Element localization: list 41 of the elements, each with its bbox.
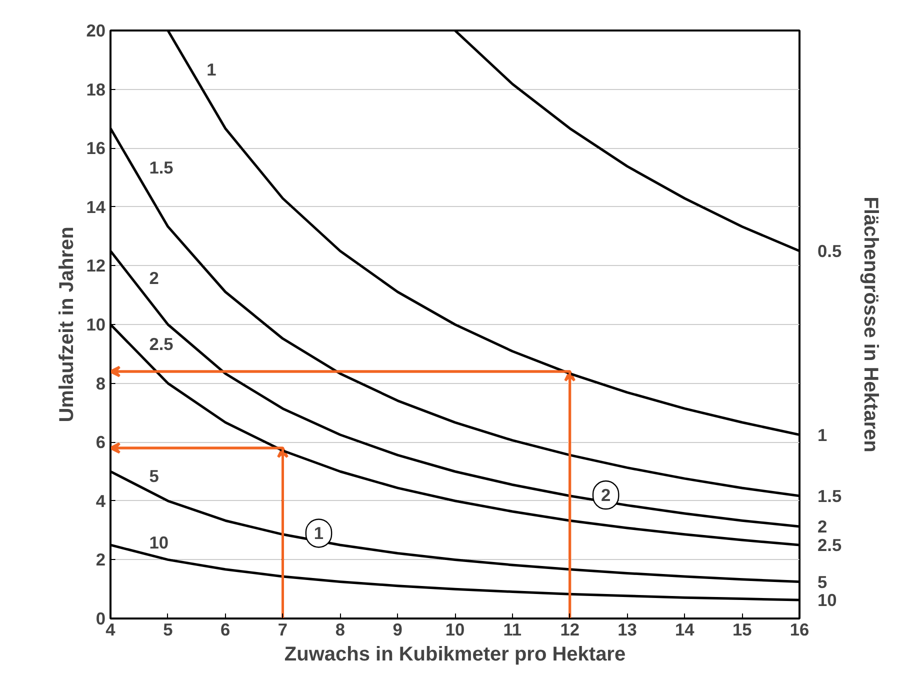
series-label: 1.5	[149, 158, 174, 178]
x-tick-label: 5	[163, 620, 174, 640]
annotation: 2	[149, 268, 159, 288]
y-tick-label: 8	[96, 373, 106, 394]
x-tick-label: 14	[675, 620, 695, 640]
y-tick-label: 10	[86, 314, 106, 334]
text: 1	[818, 424, 828, 445]
x-tick-label: 13	[618, 620, 638, 640]
x-axis-title: Zuwachs in Kubikmeter pro Hektare	[284, 644, 626, 666]
y-tick-label: 2	[96, 550, 106, 570]
x-tick-label: 12	[560, 620, 580, 640]
series-label: 10	[149, 532, 168, 552]
x-tick-label: 11	[503, 620, 522, 640]
x-tick-label: 15	[732, 620, 752, 640]
x-tick-label: 8	[335, 620, 346, 640]
y-tick-label: 12	[86, 256, 106, 276]
text: 5	[818, 572, 828, 592]
y-tick-label: 16	[86, 138, 106, 158]
series-label: 2	[601, 485, 611, 506]
x-tick-label: 9	[392, 620, 402, 640]
x-tick-label: 6	[220, 620, 231, 640]
x-tick-label: 10	[445, 620, 465, 640]
y-tick-label: 0	[96, 608, 106, 628]
x-tick-label: 16	[790, 620, 810, 640]
y-tick-label: 4	[96, 490, 106, 511]
y-tick-label: 18	[86, 79, 106, 100]
x-tick-label: 7	[278, 620, 288, 640]
annotation: 1	[314, 523, 324, 544]
text: 10	[818, 590, 837, 610]
y-tick-label: 6	[96, 432, 106, 452]
series-label: 2.5	[149, 334, 174, 354]
series-label: 0.5	[818, 241, 842, 261]
y-tick-label: 20	[86, 20, 106, 40]
text: 2.5	[818, 535, 842, 555]
text: 1.5	[818, 486, 842, 506]
y-axis-title: Umlaufzeit in Jahren	[56, 226, 78, 422]
y-tick-label: 14	[86, 196, 106, 217]
y2-axis-title: Flächengrösse in Hektaren	[860, 196, 882, 452]
series-label: 5	[149, 466, 160, 486]
text: 2	[818, 516, 828, 536]
series-label: 1	[206, 59, 217, 80]
